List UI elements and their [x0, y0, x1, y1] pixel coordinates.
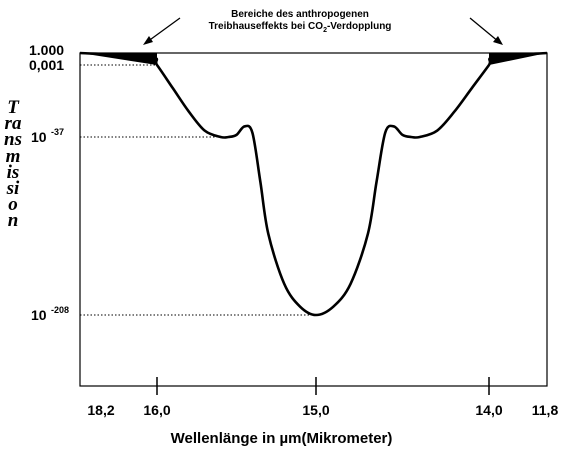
right-arrow-icon — [469, 17, 503, 45]
annotation: Bereiche des anthropogenen Treibhauseffe… — [170, 9, 430, 37]
annotation-line-1: Bereiche des anthropogenen — [231, 9, 369, 20]
y-tick-label-3: 10 — [31, 307, 47, 323]
x-tick-label-3: 14,0 — [475, 402, 502, 418]
y-tick-exp-2: -37 — [51, 127, 64, 137]
x-axis-label: Wellenlänge in µm(Mikrometer) — [170, 430, 393, 447]
transmission-curve — [79, 51, 548, 317]
x-tick-label-0: 18,2 — [87, 402, 114, 418]
x-tick-label-4: 11,8 — [532, 402, 559, 418]
x-tick-label-1: 16,0 — [143, 402, 170, 418]
plot-frame — [79, 52, 548, 387]
y-tick-label-0: 1.000 — [29, 42, 64, 58]
left-arrow-icon — [143, 17, 181, 45]
y-tick-label-2: 10 — [31, 129, 47, 145]
y-axis-label: Transmission — [4, 97, 22, 232]
x-tick-label-2: 15,0 — [302, 402, 329, 418]
y-tick-exp-3: -208 — [51, 305, 69, 315]
y-tick-label-1: 0,001 — [29, 57, 64, 73]
annotation-line-2: Treibhauseffekts bei CO2-Verdopplung — [208, 21, 392, 34]
